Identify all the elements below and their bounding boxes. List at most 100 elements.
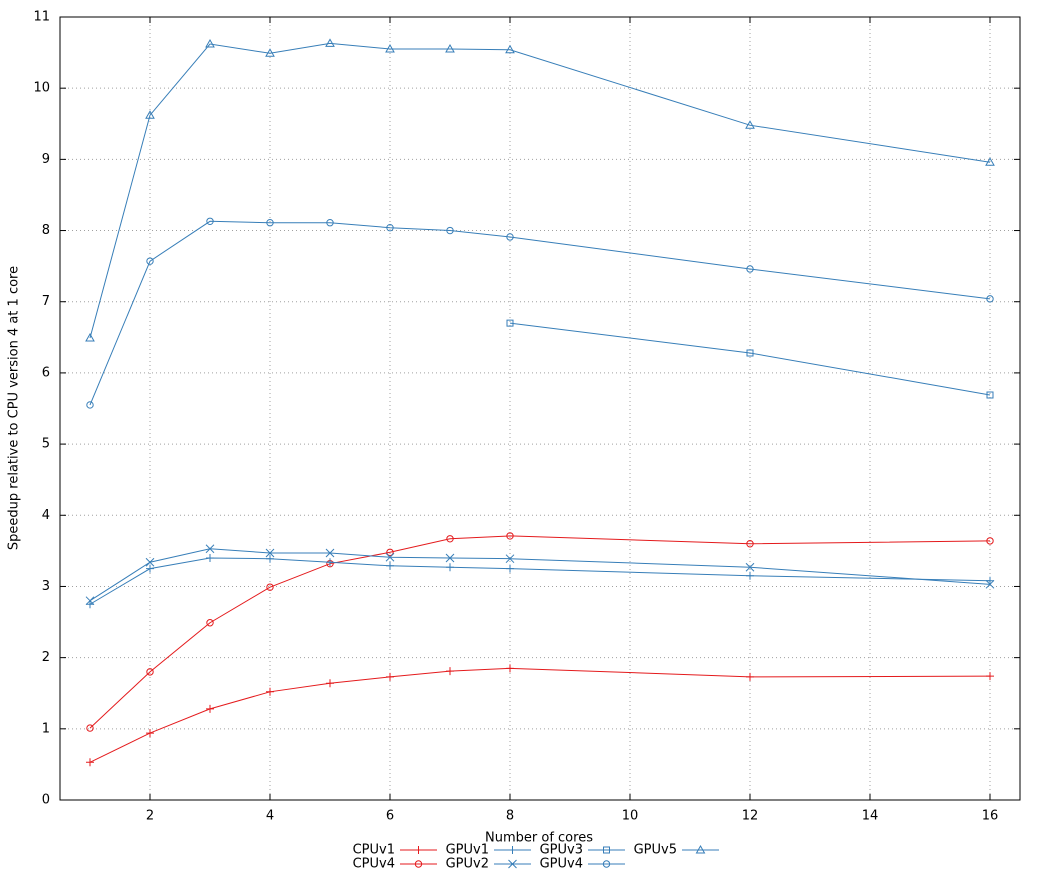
y-tick-label: 0 xyxy=(42,793,50,808)
marker xyxy=(146,668,154,676)
x-tick-label: 6 xyxy=(386,809,394,824)
y-tick-label: 7 xyxy=(42,294,50,309)
series-line xyxy=(89,667,991,763)
marker xyxy=(446,535,454,543)
marker xyxy=(85,333,95,342)
x-tick-label: 2 xyxy=(146,809,154,824)
marker xyxy=(746,540,754,548)
marker xyxy=(506,664,514,673)
y-axis-label: Speedup relative to CPU version 4 at 1 c… xyxy=(7,266,22,550)
marker xyxy=(446,667,454,676)
marker xyxy=(445,44,455,53)
y-tick-label: 5 xyxy=(42,437,50,452)
marker xyxy=(986,576,994,585)
marker xyxy=(146,564,154,573)
marker xyxy=(265,548,275,558)
series-line xyxy=(89,535,991,729)
marker xyxy=(86,758,94,767)
legend-label: GPUv2 xyxy=(446,857,489,872)
y-tick-label: 8 xyxy=(42,223,50,238)
marker xyxy=(446,563,454,572)
marker xyxy=(326,679,334,688)
marker xyxy=(746,265,754,273)
marker xyxy=(325,38,335,47)
marker xyxy=(414,846,423,854)
marker xyxy=(266,219,274,227)
plot-frame xyxy=(59,16,1021,801)
y-tick-label: 9 xyxy=(42,152,50,167)
marker xyxy=(145,557,155,567)
marker xyxy=(386,672,394,681)
marker xyxy=(746,571,754,580)
marker xyxy=(986,672,994,681)
x-tick-label: 16 xyxy=(982,809,999,824)
marker xyxy=(986,537,994,545)
y-tick-label: 1 xyxy=(42,721,50,736)
marker xyxy=(508,859,517,869)
marker xyxy=(985,579,995,589)
marker xyxy=(205,544,215,554)
x-axis-label: Number of cores xyxy=(485,831,593,846)
series-line xyxy=(89,557,991,605)
marker xyxy=(266,554,274,563)
marker xyxy=(146,729,154,738)
marker xyxy=(505,44,515,54)
marker xyxy=(326,219,334,227)
series-line xyxy=(509,322,991,396)
marker xyxy=(86,600,94,609)
x-tick-label: 4 xyxy=(266,809,274,824)
marker xyxy=(506,564,514,573)
marker xyxy=(505,554,515,564)
legend-label: CPUv1 xyxy=(353,843,395,858)
marker xyxy=(746,672,754,681)
x-tick-label: 8 xyxy=(506,809,514,824)
marker xyxy=(386,561,394,570)
marker xyxy=(414,860,423,868)
marker xyxy=(206,217,214,225)
marker xyxy=(602,860,611,868)
marker xyxy=(506,233,514,241)
marker xyxy=(385,44,395,53)
marker xyxy=(205,39,215,48)
legend-label: GPUv4 xyxy=(540,857,583,872)
y-tick-label: 10 xyxy=(33,81,50,96)
marker xyxy=(86,401,94,409)
marker xyxy=(266,687,274,696)
marker xyxy=(85,596,95,606)
legend-label: GPUv3 xyxy=(540,843,583,858)
marker xyxy=(506,532,514,540)
series-line xyxy=(89,220,991,406)
y-tick-label: 2 xyxy=(42,650,50,665)
marker xyxy=(206,619,214,627)
series-line xyxy=(89,548,991,602)
marker xyxy=(985,157,995,166)
marker xyxy=(745,562,755,572)
marker xyxy=(746,349,754,357)
marker xyxy=(206,553,214,562)
marker xyxy=(445,553,455,563)
marker xyxy=(506,319,514,327)
x-tick-label: 10 xyxy=(622,809,639,824)
y-tick-label: 6 xyxy=(42,365,50,380)
marker xyxy=(745,120,755,129)
marker xyxy=(385,552,395,562)
x-tick-label: 12 xyxy=(742,809,759,824)
marker xyxy=(145,110,155,119)
legend-label: CPUv4 xyxy=(353,857,395,872)
series-line xyxy=(89,42,991,339)
marker xyxy=(266,583,274,591)
marker xyxy=(986,391,994,399)
marker xyxy=(386,548,394,556)
y-tick-label: 11 xyxy=(33,10,50,25)
x-tick-label: 14 xyxy=(862,809,879,824)
y-tick-label: 4 xyxy=(42,508,50,523)
marker xyxy=(386,223,394,232)
marker xyxy=(206,704,214,713)
legend-label: GPUv5 xyxy=(634,843,677,858)
legend-label: GPUv1 xyxy=(446,843,489,858)
marker xyxy=(508,846,517,854)
marker xyxy=(86,724,94,732)
marker xyxy=(326,558,334,567)
marker xyxy=(325,548,335,558)
